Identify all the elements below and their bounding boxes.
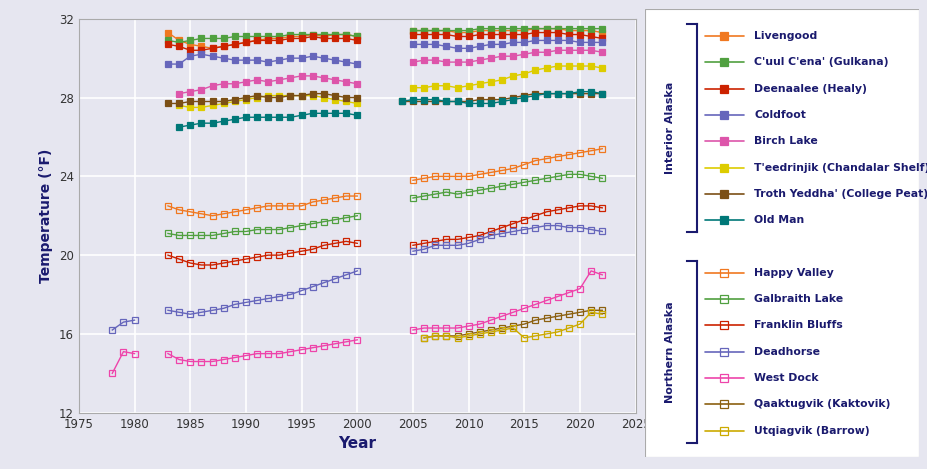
Text: Galbraith Lake: Galbraith Lake [754,294,843,304]
Text: Northern Alaska: Northern Alaska [664,301,674,402]
Text: Deenaalee (Healy): Deenaalee (Healy) [754,83,867,94]
Text: Troth Yeddha' (College Peat): Troth Yeddha' (College Peat) [754,189,927,199]
Text: Qaaktugvik (Kaktovik): Qaaktugvik (Kaktovik) [754,400,890,409]
Text: Old Man: Old Man [754,215,804,225]
Text: Coldfoot: Coldfoot [754,110,806,120]
Text: Interior Alaska: Interior Alaska [664,82,674,174]
Text: Utqiagvik (Barrow): Utqiagvik (Barrow) [754,426,870,436]
Text: Deadhorse: Deadhorse [754,347,819,357]
Text: West Dock: West Dock [754,373,819,383]
FancyBboxPatch shape [644,9,918,457]
Y-axis label: Temperature (°F): Temperature (°F) [40,149,54,283]
Text: Franklin Bluffs: Franklin Bluffs [754,320,843,331]
X-axis label: Year: Year [338,436,375,451]
Text: C'uul C'ena' (Gulkana): C'uul C'ena' (Gulkana) [754,57,888,67]
Text: Livengood: Livengood [754,31,817,41]
Text: T'eedrinjik (Chandalar Shelf): T'eedrinjik (Chandalar Shelf) [754,163,927,173]
Text: Birch Lake: Birch Lake [754,136,818,146]
Text: Happy Valley: Happy Valley [754,268,833,278]
